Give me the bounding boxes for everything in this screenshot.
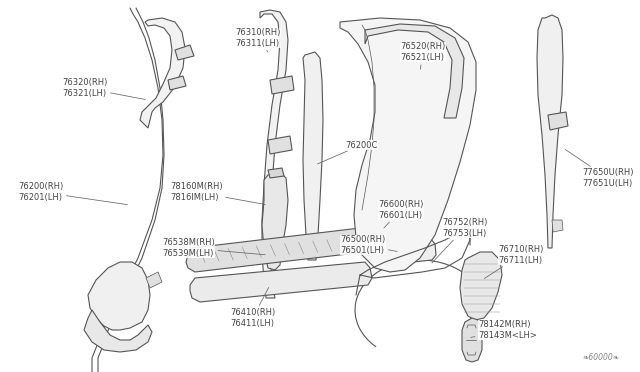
Text: 78142M(RH)
78143M<LH>: 78142M(RH) 78143M<LH> (471, 320, 537, 340)
Polygon shape (146, 272, 162, 288)
Text: 76200(RH)
76201(LH): 76200(RH) 76201(LH) (18, 182, 127, 205)
Polygon shape (260, 10, 288, 298)
Polygon shape (365, 24, 464, 118)
Polygon shape (303, 52, 323, 260)
Polygon shape (270, 76, 294, 94)
Text: ❧60000❧: ❧60000❧ (583, 353, 620, 362)
Polygon shape (186, 228, 370, 272)
Polygon shape (268, 168, 284, 178)
Polygon shape (84, 310, 152, 352)
Text: 76538M(RH)
76539M(LH): 76538M(RH) 76539M(LH) (162, 238, 265, 258)
Polygon shape (268, 136, 292, 154)
Polygon shape (366, 238, 436, 266)
Polygon shape (552, 220, 563, 232)
Text: 76410(RH)
76411(LH): 76410(RH) 76411(LH) (230, 288, 275, 328)
Polygon shape (168, 76, 186, 90)
Text: 76600(RH)
76601(LH): 76600(RH) 76601(LH) (378, 200, 424, 228)
Text: 76752(RH)
76753(LH): 76752(RH) 76753(LH) (432, 218, 488, 263)
Polygon shape (548, 112, 568, 130)
Polygon shape (262, 172, 288, 270)
Polygon shape (537, 15, 563, 248)
Polygon shape (190, 262, 372, 302)
Text: 76500(RH)
76501(LH): 76500(RH) 76501(LH) (340, 235, 397, 255)
Text: 76200C: 76200C (317, 141, 378, 164)
Polygon shape (460, 252, 502, 320)
Polygon shape (88, 262, 150, 330)
Polygon shape (140, 18, 185, 128)
Text: 78160M(RH)
7816lM(LH): 78160M(RH) 7816lM(LH) (170, 182, 265, 205)
Polygon shape (462, 318, 482, 362)
Polygon shape (366, 148, 398, 258)
Text: 76520(RH)
76521(LH): 76520(RH) 76521(LH) (400, 42, 445, 69)
Polygon shape (340, 18, 476, 272)
Text: 76310(RH)
76311(LH): 76310(RH) 76311(LH) (235, 28, 280, 52)
Text: 77650U(RH)
77651U(LH): 77650U(RH) 77651U(LH) (565, 150, 634, 188)
Text: 76320(RH)
76321(LH): 76320(RH) 76321(LH) (62, 78, 145, 99)
Text: 76710(RH)
76711(LH): 76710(RH) 76711(LH) (484, 245, 543, 279)
Polygon shape (175, 45, 194, 60)
